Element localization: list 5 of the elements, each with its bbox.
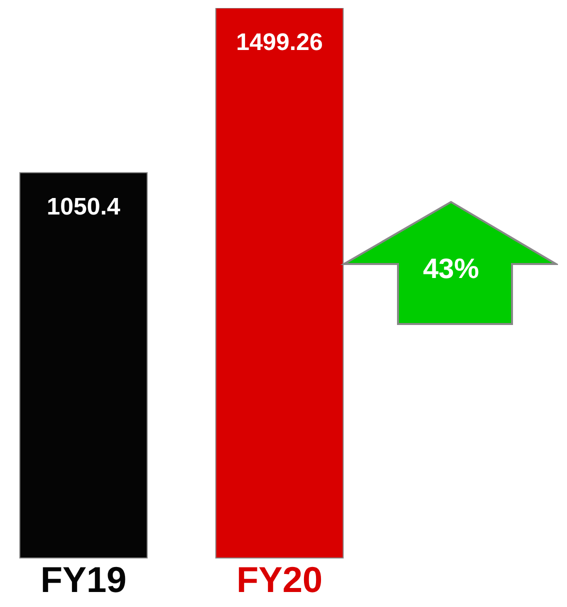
x-tick-label: FY19: [40, 559, 127, 600]
x-tick-label: FY20: [236, 559, 323, 600]
text: 43%: [422, 253, 480, 284]
data-label: 1499.26: [236, 29, 323, 56]
data-label: 1050.4: [46, 194, 121, 221]
